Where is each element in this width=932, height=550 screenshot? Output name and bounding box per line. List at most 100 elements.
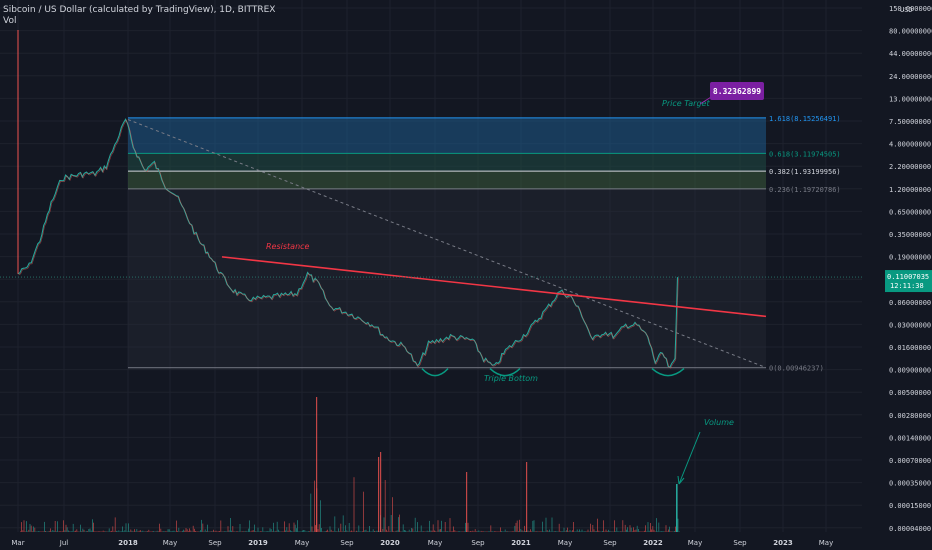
- volume-bar: [426, 530, 428, 532]
- volume-bar: [608, 529, 609, 532]
- volume-bar: [558, 523, 560, 532]
- volume-bar: [540, 531, 542, 532]
- volume-bar: [28, 529, 30, 532]
- volume-bar: [263, 531, 265, 532]
- y-tick-label: 0.00280000: [889, 412, 931, 420]
- volume-bar: [363, 491, 364, 532]
- volume-bar: [309, 531, 310, 532]
- volume-bar: [86, 531, 87, 532]
- volume-bar: [538, 531, 540, 532]
- volume-bar: [611, 531, 613, 532]
- volume-bar: [588, 531, 590, 532]
- volume-label: Vol: [3, 16, 17, 26]
- last-price-value: 0.11007035: [887, 273, 929, 281]
- volume-bar: [172, 530, 174, 532]
- volume-bar: [51, 531, 52, 532]
- volume-bar: [34, 527, 36, 532]
- volume-bar: [425, 531, 427, 532]
- volume-bar: [621, 531, 622, 532]
- volume-bar: [467, 522, 469, 532]
- volume-bar: [593, 529, 595, 532]
- volume-bar: [412, 528, 414, 532]
- volume-bar: [550, 531, 552, 532]
- volume-bar: [429, 520, 430, 532]
- volume-bar: [622, 520, 624, 532]
- volume-bar: [244, 531, 246, 532]
- volume-bar: [441, 520, 442, 532]
- volume-bar: [146, 531, 147, 532]
- y-tick-label: 0.00004000: [889, 525, 931, 533]
- volume-bar: [396, 530, 398, 532]
- x-tick-label: Sep: [208, 539, 222, 547]
- volume-bar: [310, 493, 312, 532]
- volume-bar: [359, 531, 361, 532]
- triple-bottom-arc: [651, 368, 685, 377]
- volume-bar: [245, 530, 247, 532]
- volume-bar: [178, 527, 180, 532]
- volume-bar: [64, 530, 66, 532]
- volume-bar: [449, 518, 451, 532]
- volume-bar: [507, 531, 508, 532]
- volume-bar: [543, 531, 544, 532]
- volume-bar: [78, 531, 80, 532]
- volume-bar: [660, 531, 662, 532]
- x-tick-label: Mar: [11, 539, 24, 547]
- volume-bar: [92, 519, 93, 532]
- volume-bar: [666, 531, 668, 532]
- volume-bar: [430, 530, 432, 532]
- volume-bar: [174, 531, 176, 532]
- volume-bar: [393, 531, 394, 532]
- volume-bar: [111, 530, 112, 532]
- volume-bar: [596, 531, 597, 532]
- volume-bar: [635, 529, 637, 532]
- volume-bar: [47, 531, 49, 532]
- volume-bar: [657, 531, 658, 532]
- volume-bar: [420, 525, 422, 532]
- volume-bar: [236, 531, 237, 532]
- volume-bar: [662, 531, 663, 532]
- volume-bar: [194, 528, 195, 532]
- x-tick-label: 2018: [118, 539, 138, 547]
- y-tick-label: 4.00000000: [889, 141, 931, 149]
- volume-bar: [566, 530, 567, 532]
- volume-bar: [440, 529, 441, 532]
- volume-bar: [125, 523, 127, 532]
- volume-bar: [93, 522, 94, 532]
- volume-bar: [42, 531, 44, 532]
- volume-bar: [239, 524, 241, 532]
- volume-bar: [168, 529, 170, 532]
- volume-bar: [576, 529, 578, 532]
- volume-bar: [546, 530, 548, 532]
- price-target-badge: [710, 82, 764, 100]
- y-tick-label: 7.50000000: [889, 118, 931, 126]
- volume-bar: [514, 525, 516, 532]
- volume-bar: [508, 531, 510, 532]
- volume-bar: [464, 531, 465, 532]
- volume-bar: [636, 525, 638, 532]
- volume-bar: [336, 531, 338, 532]
- volume-bar: [189, 528, 190, 532]
- last-price-badge: [885, 270, 932, 293]
- volume-bar: [434, 530, 435, 532]
- volume-bar: [68, 530, 69, 532]
- volume-bar: [221, 531, 223, 532]
- fib-zone-0382: [128, 171, 766, 189]
- volume-bar: [120, 531, 122, 532]
- volume-bar: [306, 531, 308, 532]
- volume-bar: [94, 531, 96, 532]
- volume-bar: [112, 526, 114, 532]
- volume-bar: [30, 525, 32, 532]
- volume-bar: [456, 531, 458, 532]
- volume-bar: [215, 530, 217, 532]
- volume-bar: [383, 517, 385, 532]
- volume-bar: [423, 531, 424, 532]
- resistance-line: [221, 256, 767, 318]
- volume-bar: [110, 531, 111, 532]
- volume-bar: [351, 530, 352, 532]
- volume-bar: [603, 520, 604, 532]
- y-tick-label: 80.00000000: [889, 28, 932, 36]
- volume-bar: [612, 531, 614, 532]
- volume-bar: [148, 529, 150, 532]
